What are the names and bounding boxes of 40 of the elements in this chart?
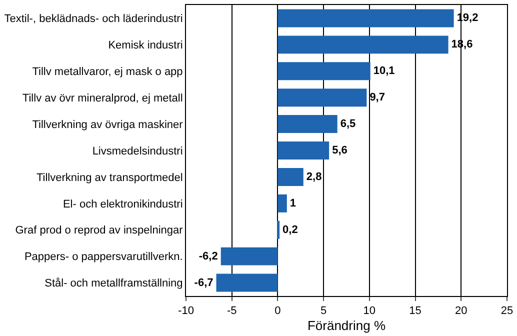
y-tick-label: Textil-, beklädnads- och läderindustri: [4, 13, 183, 26]
y-tick-label: Tillverkning av övriga maskiner: [32, 118, 184, 131]
data-label: 10,1: [373, 65, 395, 78]
data-label: 1: [290, 197, 296, 210]
x-tick-label: 25: [500, 305, 514, 318]
bar: [278, 194, 287, 212]
x-tick-label: 10: [363, 305, 376, 318]
data-label: 5,6: [332, 144, 348, 156]
data-label: -6,2: [198, 250, 218, 262]
y-tick-label: El- och elektronikindustri: [62, 198, 183, 210]
bar: [220, 247, 278, 266]
bar: [278, 142, 330, 160]
x-tick-label: 0: [274, 305, 281, 318]
y-tick-label: Tillv metallvaror, ej mask o app: [32, 66, 183, 78]
bar: [277, 220, 280, 239]
x-tick-label: -10: [178, 305, 194, 318]
x-tick-label: 20: [455, 305, 468, 318]
data-label: 6,5: [340, 118, 356, 130]
x-tick-label: -5: [226, 305, 237, 318]
y-tick-label: Tillverkning av transportmedel: [36, 172, 183, 184]
bar: [278, 62, 370, 80]
data-label: 9,7: [370, 92, 385, 104]
y-tick-label: Tillv av övr mineralprod, ej metall: [22, 92, 183, 104]
data-label: -6,7: [194, 276, 214, 289]
x-axis-title: Förändring %: [307, 318, 386, 333]
y-tick-label: Livsmedelsindustri: [92, 145, 183, 158]
bar: [216, 274, 278, 292]
y-tick-label: Kemisk industri: [108, 40, 183, 52]
bar: [278, 36, 448, 54]
y-tick-label: Graf prod o reprod av inspelningar: [15, 224, 184, 237]
bar: [278, 115, 338, 134]
y-tick-label: Stål- och metallframställning: [44, 278, 183, 290]
bar: [278, 9, 454, 28]
data-label: 0,2: [282, 224, 298, 236]
x-tick-label: 15: [409, 305, 422, 318]
data-label: 2,8: [306, 170, 322, 183]
bar: [278, 168, 304, 186]
x-tick-label: 5: [320, 305, 327, 318]
bar: [278, 88, 367, 107]
y-tick-label: Pappers- o pappersvarutillverkn.: [24, 251, 183, 264]
